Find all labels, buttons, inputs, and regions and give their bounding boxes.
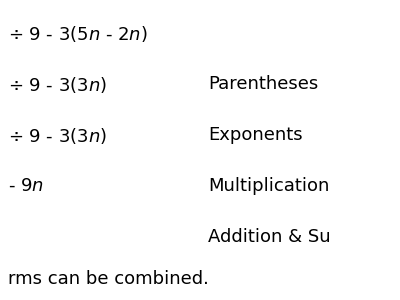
Text: Exponents: Exponents [208, 126, 303, 144]
Text: Multiplication: Multiplication [208, 177, 329, 195]
Text: ÷ 9 - 3(3$n$): ÷ 9 - 3(3$n$) [8, 126, 107, 146]
Text: ÷ 9 - 3(5$n$ - 2$n$): ÷ 9 - 3(5$n$ - 2$n$) [8, 24, 148, 44]
Text: Parentheses: Parentheses [208, 75, 318, 93]
Text: ÷ 9 - 3(3$n$): ÷ 9 - 3(3$n$) [8, 75, 107, 95]
Text: - 9$n$: - 9$n$ [8, 177, 44, 195]
Text: Addition & Su: Addition & Su [208, 228, 331, 246]
Text: rms can be combined.: rms can be combined. [8, 270, 209, 288]
